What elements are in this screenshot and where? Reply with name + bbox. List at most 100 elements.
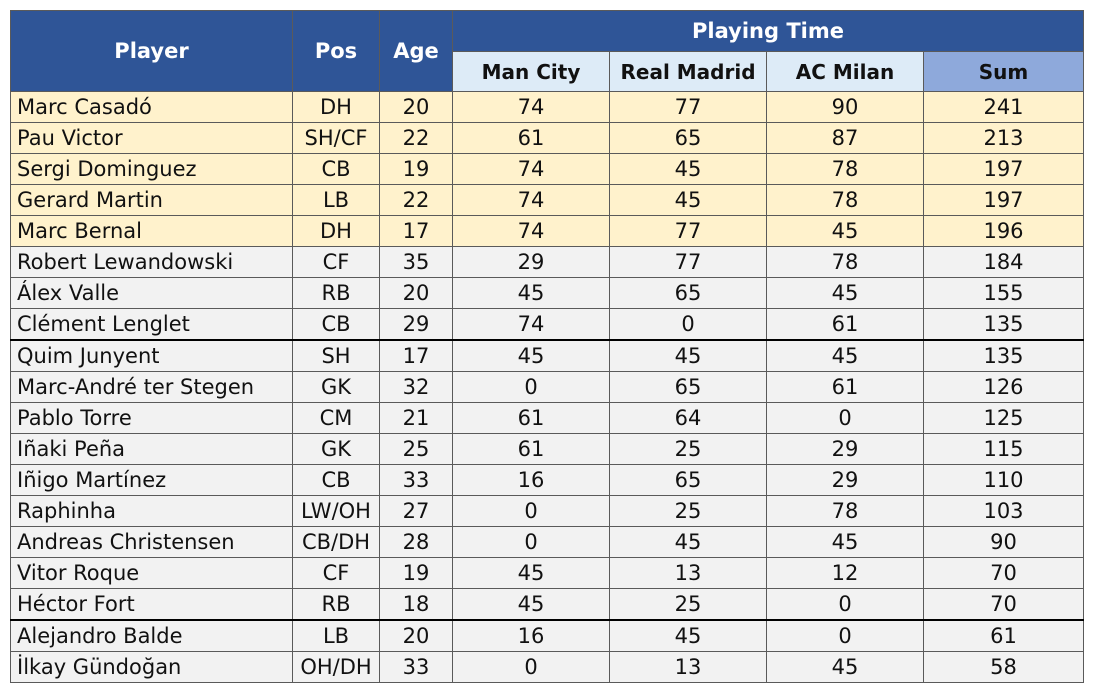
cell-ac-milan: 45 — [766, 526, 924, 558]
cell-age: 22 — [379, 122, 453, 154]
cell-player: Héctor Fort — [10, 588, 293, 621]
cell-real-madrid: 0 — [609, 308, 767, 341]
cell-sum: 197 — [922, 153, 1085, 185]
table-row: Clément Lenglet CB 29 74 0 61 135 — [10, 308, 1085, 341]
cell-man-city: 74 — [452, 153, 610, 185]
cell-pos: CB/DH — [292, 526, 380, 558]
table-row: Iñaki Peña GK 25 61 25 29 115 — [10, 433, 1085, 465]
table-row: Vitor Roque CF 19 45 13 12 70 — [10, 557, 1085, 589]
table-row: Sergi Dominguez CB 19 74 45 78 197 — [10, 153, 1085, 185]
cell-player: Álex Valle — [10, 277, 293, 309]
table-row: Pau Victor SH/CF 22 61 65 87 213 — [10, 122, 1085, 154]
cell-sum: 61 — [922, 619, 1085, 652]
cell-pos: CF — [292, 557, 380, 589]
cell-age: 21 — [379, 402, 453, 434]
table-row: Álex Valle RB 20 45 65 45 155 — [10, 277, 1085, 309]
cell-player: Robert Lewandowski — [10, 246, 293, 278]
cell-real-madrid: 45 — [609, 619, 767, 652]
cell-ac-milan: 29 — [766, 433, 924, 465]
cell-real-madrid: 45 — [609, 339, 767, 372]
cell-real-madrid: 65 — [609, 277, 767, 309]
cell-age: 17 — [379, 339, 453, 372]
cell-age: 33 — [379, 651, 453, 683]
cell-ac-milan: 45 — [766, 215, 924, 247]
table-body: Marc Casadó DH 20 74 77 90 241 Pau Victor SH/CF 2… — [10, 91, 1085, 683]
table-row: Raphinha LW/OH 27 0 25 78 103 — [10, 495, 1085, 527]
cell-ac-milan: 61 — [766, 371, 924, 403]
table-row: Marc Casadó DH 20 74 77 90 241 — [10, 91, 1085, 123]
cell-age: 18 — [379, 588, 453, 621]
cell-real-madrid: 45 — [609, 184, 767, 216]
cell-sum: 70 — [922, 588, 1085, 621]
cell-man-city: 74 — [452, 91, 610, 123]
cell-sum: 135 — [922, 339, 1085, 372]
cell-man-city: 45 — [452, 588, 610, 621]
cell-age: 35 — [379, 246, 453, 278]
header-ac-milan: AC Milan — [766, 51, 924, 92]
cell-man-city: 61 — [452, 402, 610, 434]
cell-pos: RB — [292, 277, 380, 309]
cell-man-city: 16 — [452, 464, 610, 496]
table-row: Gerard Martin LB 22 74 45 78 197 — [10, 184, 1085, 216]
cell-real-madrid: 13 — [609, 557, 767, 589]
cell-ac-milan: 12 — [766, 557, 924, 589]
cell-sum: 155 — [922, 277, 1085, 309]
cell-sum: 103 — [922, 495, 1085, 527]
cell-real-madrid: 25 — [609, 433, 767, 465]
cell-sum: 241 — [922, 91, 1085, 123]
cell-real-madrid: 65 — [609, 464, 767, 496]
cell-man-city: 74 — [452, 184, 610, 216]
cell-ac-milan: 0 — [766, 588, 924, 621]
cell-real-madrid: 13 — [609, 651, 767, 683]
cell-man-city: 29 — [452, 246, 610, 278]
cell-ac-milan: 78 — [766, 153, 924, 185]
cell-real-madrid: 64 — [609, 402, 767, 434]
cell-man-city: 74 — [452, 308, 610, 341]
cell-age: 32 — [379, 371, 453, 403]
cell-sum: 115 — [922, 433, 1085, 465]
cell-ac-milan: 90 — [766, 91, 924, 123]
cell-ac-milan: 29 — [766, 464, 924, 496]
cell-man-city: 0 — [452, 651, 610, 683]
cell-sum: 196 — [922, 215, 1085, 247]
cell-ac-milan: 45 — [766, 339, 924, 372]
cell-player: Iñigo Martínez — [10, 464, 293, 496]
cell-man-city: 45 — [452, 557, 610, 589]
table-row: Marc-André ter Stegen GK 32 0 65 61 126 — [10, 371, 1085, 403]
cell-player: Pau Victor — [10, 122, 293, 154]
table-row: Iñigo Martínez CB 33 16 65 29 110 — [10, 464, 1085, 496]
cell-man-city: 45 — [452, 277, 610, 309]
cell-sum: 213 — [922, 122, 1085, 154]
cell-man-city: 0 — [452, 371, 610, 403]
table-row: Andreas Christensen CB/DH 28 0 45 45 90 — [10, 526, 1085, 558]
cell-ac-milan: 78 — [766, 495, 924, 527]
cell-pos: DH — [292, 215, 380, 247]
cell-real-madrid: 25 — [609, 588, 767, 621]
cell-sum: 110 — [922, 464, 1085, 496]
cell-pos: GK — [292, 433, 380, 465]
cell-real-madrid: 45 — [609, 153, 767, 185]
cell-pos: CB — [292, 308, 380, 341]
cell-ac-milan: 78 — [766, 246, 924, 278]
cell-player: Gerard Martin — [10, 184, 293, 216]
cell-pos: CB — [292, 153, 380, 185]
cell-real-madrid: 65 — [609, 122, 767, 154]
cell-age: 22 — [379, 184, 453, 216]
cell-ac-milan: 78 — [766, 184, 924, 216]
cell-real-madrid: 77 — [609, 215, 767, 247]
table-row: Robert Lewandowski CF 35 29 77 78 184 — [10, 246, 1085, 278]
table-header: Player Pos Age Playing Time Man City Rea… — [10, 10, 1085, 92]
cell-player: Iñaki Peña — [10, 433, 293, 465]
cell-age: 25 — [379, 433, 453, 465]
cell-player: İlkay Gündoğan — [10, 651, 293, 683]
cell-pos: RB — [292, 588, 380, 621]
cell-ac-milan: 45 — [766, 277, 924, 309]
cell-player: Clément Lenglet — [10, 308, 293, 341]
cell-player: Andreas Christensen — [10, 526, 293, 558]
cell-pos: CM — [292, 402, 380, 434]
table-row: Alejandro Balde LB 20 16 45 0 61 — [10, 619, 1085, 652]
header-real-madrid: Real Madrid — [609, 51, 767, 92]
header-playing-time: Playing Time — [451, 10, 1085, 52]
cell-player: Vitor Roque — [10, 557, 293, 589]
cell-player: Quim Junyent — [10, 339, 293, 372]
